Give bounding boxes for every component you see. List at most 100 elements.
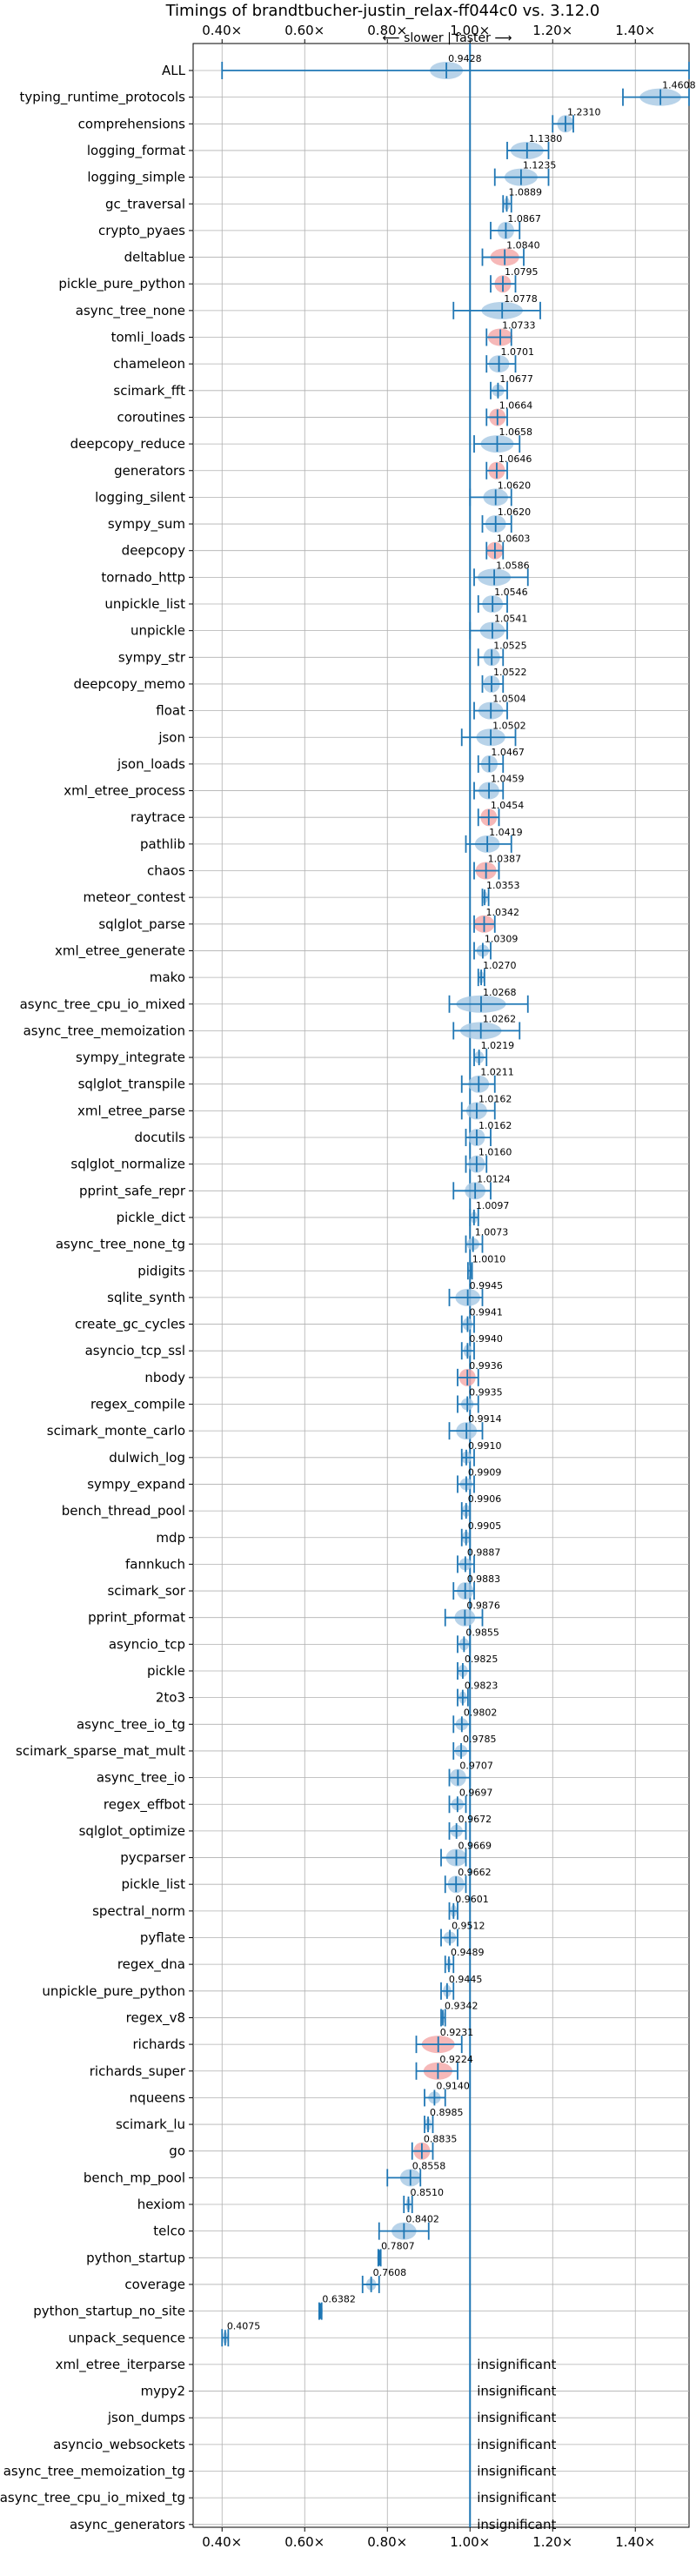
benchmark-label: float [156, 703, 185, 719]
value-label: 1.0097 [476, 1200, 510, 1211]
value-label: 1.0387 [488, 854, 522, 865]
benchmark-label: pickle_pure_python [58, 276, 185, 292]
benchmark-label: scimark_monte_carlo [47, 1423, 185, 1439]
benchmark-label: async_tree_memoization [23, 1023, 185, 1039]
benchmark-label: mako [150, 969, 185, 985]
value-label: 0.7608 [373, 2267, 407, 2278]
grid-layer [189, 44, 689, 2527]
insignificant-label: insignificant [477, 2464, 556, 2479]
value-label: 1.0073 [475, 1227, 509, 1238]
value-label: 1.0162 [478, 1120, 512, 1131]
direction-label: ⟵ slower | faster ⟶ [383, 31, 512, 45]
value-label: 1.0541 [494, 614, 528, 625]
value-label: 1.0467 [491, 747, 525, 758]
value-label: 1.0353 [486, 880, 520, 891]
value-label: 1.0867 [507, 213, 541, 225]
value-label: 1.0342 [485, 907, 519, 918]
value-label: 1.0664 [499, 399, 533, 411]
benchmark-label: unpack_sequence [69, 2330, 185, 2346]
benchmark-label: typing_runtime_protocols [19, 90, 185, 106]
value-label: 1.0620 [498, 480, 532, 491]
benchmark-label: hexiom [137, 2197, 185, 2212]
insignificant-label: insignificant [477, 2357, 556, 2372]
benchmark-label: raytrace [130, 809, 185, 825]
value-label: 1.0502 [492, 720, 526, 731]
benchmark-label: xml_etree_iterparse [56, 2357, 185, 2373]
value-label: 1.0658 [499, 426, 533, 438]
value-label: 0.9669 [458, 1841, 492, 1852]
benchmark-label: sympy_integrate [76, 1050, 185, 1066]
value-label: 0.9825 [465, 1654, 499, 1665]
benchmark-label: richards_super [90, 2063, 186, 2080]
benchmark-label: xml_etree_generate [55, 943, 185, 959]
benchmark-label: pidigits [137, 1263, 185, 1278]
value-label: 0.9936 [469, 1360, 503, 1372]
benchmark-label: mypy2 [141, 2384, 185, 2399]
value-label: 1.0160 [478, 1147, 512, 1158]
value-label: 0.9910 [468, 1440, 502, 1452]
benchmark-label: async_tree_none_tg [56, 1237, 185, 1253]
benchmark-label: unpickle [130, 623, 185, 639]
value-label: 1.1235 [523, 160, 557, 171]
benchmark-label: regex_v8 [126, 2009, 185, 2026]
value-label: 1.0795 [505, 266, 539, 278]
benchmark-label: scimark_lu [116, 2116, 185, 2133]
benchmark-label: sympy_sum [108, 516, 185, 533]
x-tick-label-bottom: 1.20× [532, 2534, 572, 2550]
benchmark-label: pathlib [140, 836, 185, 852]
value-label: 0.7807 [381, 2240, 415, 2251]
benchmark-label: gc_traversal [105, 196, 185, 212]
value-label: 0.9876 [466, 1600, 500, 1612]
value-label: 0.9909 [468, 1466, 502, 1478]
value-label: 1.0603 [497, 533, 531, 545]
benchmark-label: telco [153, 2224, 185, 2239]
value-label: 1.0701 [501, 346, 535, 358]
benchmark-label: scimark_fft [113, 383, 185, 399]
benchmark-label: async_tree_none [76, 303, 185, 319]
x-tick-label-top: 0.60× [284, 23, 325, 38]
value-label: 0.9342 [445, 2000, 478, 2011]
x-tick-label-bottom: 1.00× [450, 2534, 490, 2550]
benchmark-label: regex_dna [117, 1956, 185, 1973]
benchmark-label: mdp [156, 1530, 185, 1546]
value-label: 0.9941 [469, 1307, 503, 1318]
benchmark-label: docutils [135, 1130, 186, 1145]
value-label: 1.0219 [481, 1040, 515, 1051]
benchmark-label: xml_etree_process [64, 783, 185, 800]
benchmark-label: pyflate [140, 1930, 185, 1946]
x-tick-label-bottom: 0.40× [202, 2534, 242, 2550]
benchmark-label: chaos [147, 863, 185, 879]
value-label: 0.9785 [463, 1734, 497, 1745]
value-label: 1.0778 [504, 293, 538, 305]
value-label: 1.0124 [477, 1173, 511, 1184]
value-label: 1.0546 [494, 587, 528, 598]
benchmark-label: asyncio_tcp_ssl [85, 1343, 185, 1359]
benchmark-label: sqlite_synth [107, 1290, 185, 1306]
benchmark-label: tornado_http [101, 569, 185, 586]
benchmark-label: comprehensions [78, 116, 186, 131]
value-label: 1.0646 [499, 453, 532, 465]
plot-area [192, 43, 690, 2528]
insignificant-label: insignificant [477, 2437, 556, 2452]
x-tick-label-top: 1.00× [450, 23, 490, 38]
benchmark-label: deepcopy_reduce [70, 436, 185, 453]
benchmark-label: async_tree_cpu_io_mixed_tg [0, 2490, 185, 2506]
benchmark-label: dulwich_log [109, 1450, 185, 1466]
value-label: 1.0889 [508, 186, 542, 198]
x-tick-label-bottom: 1.40× [615, 2534, 655, 2550]
chart-title: Timings of brandtbucher-justin_relax-ff0… [165, 2, 600, 20]
value-label: 1.0840 [506, 240, 540, 252]
value-label: 0.9883 [467, 1573, 501, 1585]
value-label: 0.9940 [469, 1333, 503, 1345]
x-tick-label-top: 0.80× [367, 23, 407, 38]
value-label: 1.0268 [483, 987, 517, 998]
benchmark-label: tomli_loads [111, 330, 186, 346]
benchmark-label: fannkuch [125, 1556, 185, 1572]
benchmark-label: xml_etree_parse [77, 1103, 185, 1119]
benchmark-label: scimark_sor [107, 1583, 185, 1600]
value-label: 1.0525 [493, 640, 527, 651]
benchmark-label: crypto_pyaes [98, 223, 185, 239]
value-label: 0.9802 [464, 1707, 498, 1718]
value-label: 0.9445 [449, 1974, 483, 1985]
